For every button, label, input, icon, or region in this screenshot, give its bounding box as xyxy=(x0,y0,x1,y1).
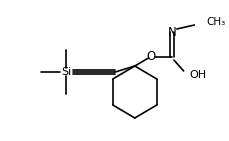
Text: N: N xyxy=(168,26,176,38)
Text: Si: Si xyxy=(61,67,71,77)
Text: OH: OH xyxy=(190,70,207,80)
Text: O: O xyxy=(147,50,156,63)
Text: CH₃: CH₃ xyxy=(206,17,225,27)
